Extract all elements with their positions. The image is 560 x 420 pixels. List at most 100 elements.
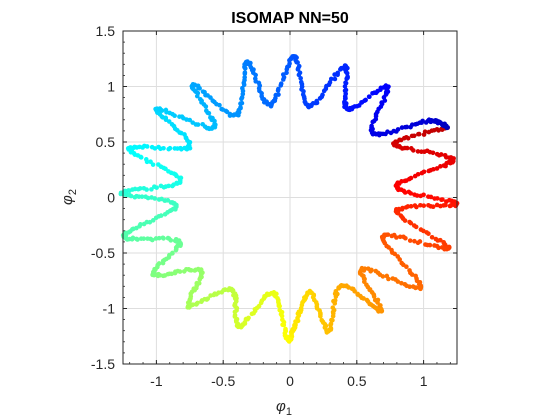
data-point — [397, 234, 403, 240]
data-point — [414, 193, 420, 198]
y-tick-label: -1 — [103, 301, 116, 317]
data-point — [430, 150, 436, 156]
data-point — [328, 76, 334, 82]
data-point — [389, 233, 395, 239]
data-point — [134, 236, 139, 242]
x-axis-label-base: φ — [276, 398, 286, 415]
data-point — [156, 197, 162, 202]
data-point — [421, 203, 427, 208]
data-point — [276, 92, 281, 97]
data-point — [416, 131, 421, 137]
y-tick-label: 1.5 — [96, 23, 116, 39]
data-point — [415, 149, 421, 154]
data-point — [137, 186, 143, 191]
data-point — [249, 311, 255, 317]
data-point — [172, 113, 177, 118]
data-point — [399, 280, 404, 286]
data-point — [421, 132, 427, 137]
data-point — [332, 76, 338, 82]
data-point — [404, 264, 409, 270]
data-point — [143, 157, 149, 162]
data-point — [373, 268, 379, 274]
data-point — [375, 300, 380, 305]
data-point — [217, 102, 222, 108]
data-point — [401, 234, 406, 240]
data-point — [408, 191, 414, 196]
axis-ticks — [123, 30, 457, 365]
data-point — [283, 326, 288, 332]
data-point — [170, 251, 175, 256]
data-point — [434, 202, 440, 208]
data-point — [238, 105, 243, 110]
data-point — [426, 231, 431, 236]
data-point — [208, 293, 213, 298]
data-point — [148, 159, 153, 164]
data-point — [344, 71, 350, 76]
y-tick-label: 0 — [107, 190, 115, 206]
data-point — [161, 145, 166, 151]
data-point — [428, 194, 434, 200]
data-point — [367, 94, 372, 100]
data-point — [365, 266, 371, 271]
y-axis-label: φ2 — [59, 189, 79, 205]
data-point — [144, 144, 150, 149]
data-point — [192, 268, 198, 273]
x-tick-label: 1 — [420, 373, 428, 389]
data-point — [284, 70, 289, 76]
data-point — [197, 86, 202, 91]
data-point — [143, 194, 148, 200]
data-point — [138, 222, 143, 227]
data-point — [199, 299, 204, 305]
data-point — [335, 70, 341, 76]
data-point — [404, 124, 410, 130]
data-point — [420, 118, 425, 124]
data-point — [426, 168, 432, 174]
data-point — [426, 129, 432, 135]
data-point — [144, 187, 149, 192]
data-point — [276, 86, 281, 92]
data-point — [314, 98, 319, 104]
data-point — [435, 196, 440, 201]
data-point — [429, 234, 435, 240]
data-points — [118, 53, 460, 344]
data-point — [320, 92, 325, 98]
data-point — [409, 133, 415, 139]
data-point — [355, 291, 360, 297]
data-point — [404, 145, 410, 151]
data-point — [418, 202, 423, 208]
y-axis-label-base: φ — [59, 195, 76, 205]
data-point — [253, 72, 258, 78]
data-point — [412, 203, 418, 208]
data-point — [227, 113, 233, 118]
data-point — [437, 237, 443, 243]
x-axis-label-subscript: 1 — [286, 406, 292, 418]
data-point — [154, 185, 159, 190]
data-point — [423, 242, 428, 247]
data-point — [440, 197, 445, 202]
data-point — [132, 194, 138, 200]
data-point — [150, 218, 156, 223]
data-point — [392, 251, 398, 257]
data-point — [342, 84, 348, 89]
data-point — [172, 238, 178, 243]
data-point — [402, 190, 408, 195]
x-tick-label: -1 — [150, 373, 163, 389]
data-point — [122, 230, 128, 235]
data-point — [295, 60, 300, 65]
data-point — [408, 220, 414, 226]
data-point — [156, 261, 162, 266]
data-point — [204, 108, 209, 114]
data-point — [153, 236, 159, 241]
data-point — [242, 75, 247, 80]
y-tick-label: 1 — [107, 79, 115, 95]
data-point — [385, 129, 390, 134]
data-point — [438, 152, 444, 157]
data-point — [145, 236, 150, 241]
data-point — [421, 192, 426, 198]
data-point — [208, 115, 213, 120]
data-point — [432, 243, 437, 248]
data-point — [197, 97, 203, 102]
data-point — [156, 162, 161, 167]
data-point — [412, 173, 418, 179]
data-point — [409, 272, 415, 277]
